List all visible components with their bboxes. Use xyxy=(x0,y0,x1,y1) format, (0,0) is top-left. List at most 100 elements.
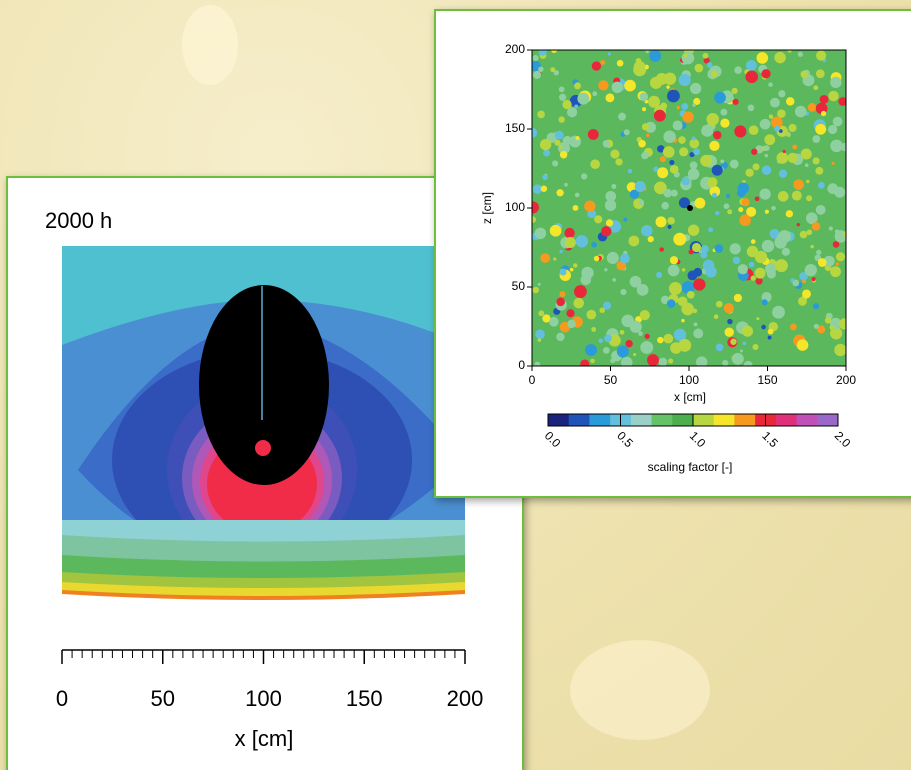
field-cell xyxy=(770,98,780,108)
field-cell xyxy=(782,248,790,256)
field-cell xyxy=(649,50,661,62)
field-cell xyxy=(830,140,843,153)
field-cell xyxy=(648,236,654,242)
field-cell xyxy=(628,169,633,174)
field-cell xyxy=(755,251,767,263)
field-cell xyxy=(786,97,794,105)
field-cell xyxy=(762,299,768,305)
field-cell xyxy=(815,124,826,135)
field-cell xyxy=(624,80,636,92)
field-cell xyxy=(663,131,675,143)
field-cell xyxy=(670,256,678,264)
field-cell xyxy=(553,257,556,260)
x-tick-label: 150 xyxy=(757,373,777,387)
x-tick-label: 100 xyxy=(679,373,699,387)
field-cell xyxy=(668,358,673,363)
z-axis-label: z [cm] xyxy=(480,192,494,224)
field-cell xyxy=(692,243,701,252)
x-tick-label: 0 xyxy=(56,686,68,711)
colorbar-swatch xyxy=(631,414,652,426)
field-cell xyxy=(668,225,672,229)
field-cell xyxy=(654,110,666,122)
field-cell xyxy=(538,67,543,72)
field-cell xyxy=(688,168,700,180)
field-cell xyxy=(559,94,566,101)
field-cell xyxy=(603,140,610,147)
field-cell xyxy=(538,283,541,286)
field-cell xyxy=(538,338,542,342)
field-cell xyxy=(667,90,680,103)
field-cell xyxy=(556,298,565,307)
field-cell xyxy=(705,266,716,277)
field-cell xyxy=(798,52,803,57)
field-cell xyxy=(833,241,840,248)
field-cell xyxy=(756,278,763,285)
field-cell xyxy=(538,310,544,316)
field-cell xyxy=(812,222,821,231)
field-cell xyxy=(694,198,705,209)
field-cell xyxy=(742,326,753,337)
field-cell xyxy=(667,217,675,225)
field-cell xyxy=(650,77,662,89)
field-cell xyxy=(574,82,581,89)
x-tick-label: 200 xyxy=(447,686,484,711)
field-cell xyxy=(533,55,539,61)
z-tick-label: 0 xyxy=(518,358,525,372)
field-cell xyxy=(535,228,546,239)
field-cell xyxy=(537,111,545,119)
field-cell xyxy=(543,150,550,157)
field-cell xyxy=(586,310,596,320)
field-cell xyxy=(755,268,766,279)
field-cell xyxy=(749,262,755,268)
field-cell xyxy=(592,61,601,70)
field-cell xyxy=(818,182,825,189)
field-cell xyxy=(768,329,774,335)
field-cell xyxy=(836,252,845,261)
field-cell xyxy=(573,263,577,267)
field-cell xyxy=(598,339,603,344)
field-cell xyxy=(815,167,823,175)
field-cell xyxy=(563,136,572,145)
field-cell xyxy=(590,359,595,364)
field-cell xyxy=(797,339,809,351)
field-cell xyxy=(558,116,564,122)
field-cell xyxy=(828,125,837,134)
z-tick-label: 100 xyxy=(505,200,525,214)
field-cell xyxy=(660,156,666,162)
colorbar-swatch xyxy=(714,414,735,426)
field-cell xyxy=(752,344,758,350)
field-cell xyxy=(762,165,771,174)
field-cell xyxy=(610,149,619,158)
field-cell xyxy=(581,274,592,285)
colorbar-swatch xyxy=(589,414,610,426)
field-cell xyxy=(552,160,558,166)
field-cell xyxy=(783,150,786,153)
field-cell xyxy=(693,148,700,155)
field-cell xyxy=(606,219,613,226)
field-cell xyxy=(742,342,746,346)
field-cell xyxy=(693,268,702,277)
field-cell xyxy=(746,60,757,71)
field-cell xyxy=(806,214,815,223)
field-cell xyxy=(682,268,686,272)
field-cell xyxy=(739,214,751,226)
field-cell xyxy=(617,346,629,358)
field-cell xyxy=(618,113,626,121)
field-cell xyxy=(560,151,567,158)
field-cell xyxy=(753,163,760,170)
field-cell xyxy=(834,187,845,198)
field-cell xyxy=(812,277,816,281)
field-cell xyxy=(813,85,818,90)
field-cell xyxy=(829,226,833,230)
field-cell xyxy=(793,179,804,190)
field-cell xyxy=(703,53,709,59)
field-cell xyxy=(677,106,680,109)
field-cell xyxy=(641,152,648,159)
field-cell xyxy=(682,111,693,122)
field-cell xyxy=(738,264,748,274)
field-cell xyxy=(594,215,602,223)
field-cell xyxy=(832,162,835,165)
field-cell xyxy=(603,347,610,354)
field-cell xyxy=(805,264,817,276)
field-cell xyxy=(805,163,809,167)
